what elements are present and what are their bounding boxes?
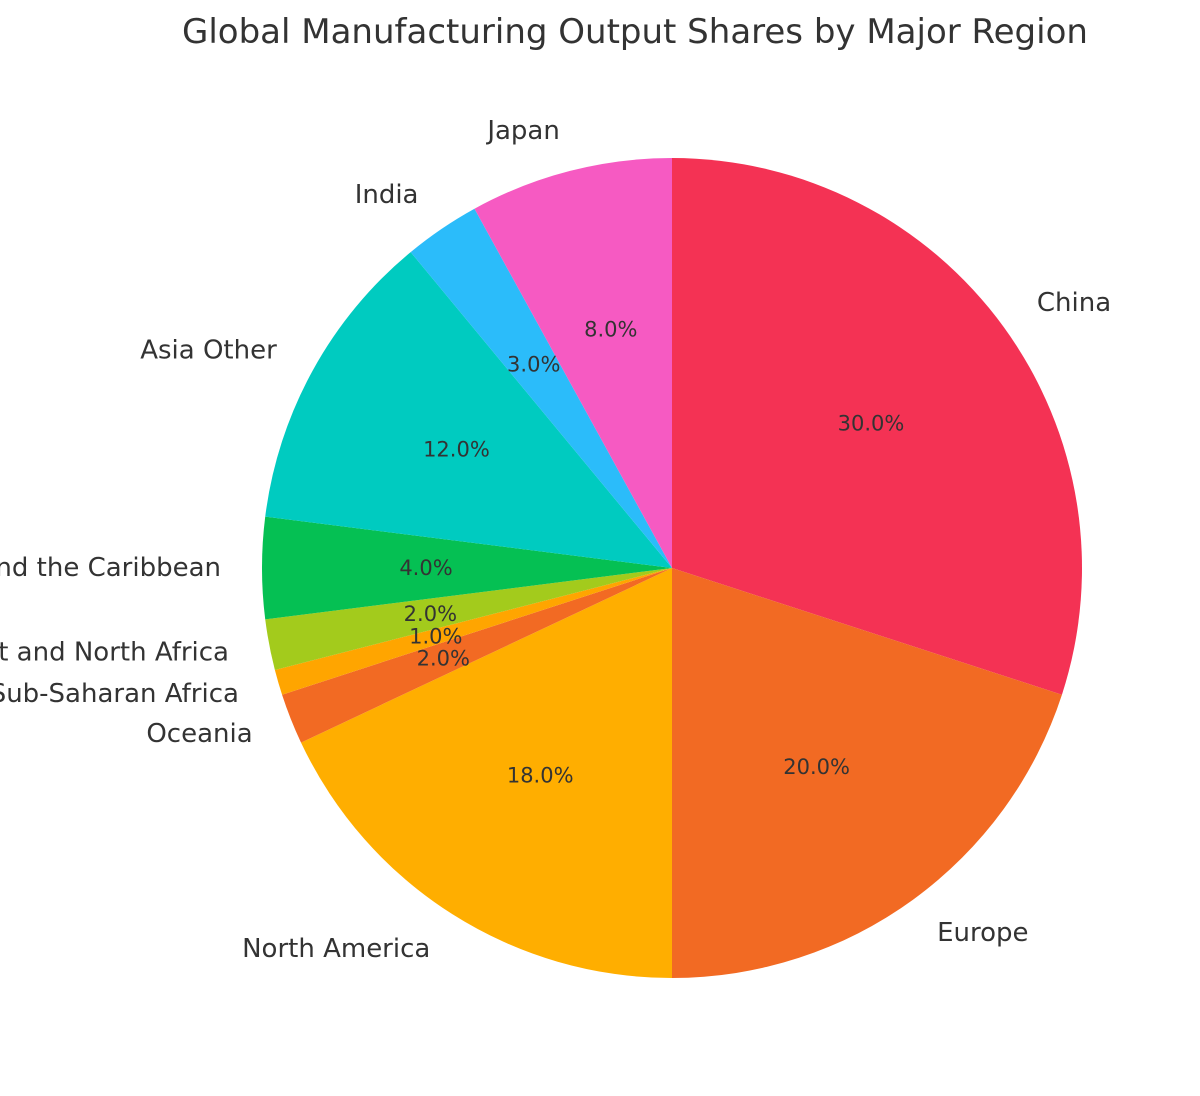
percent-label-india: 3.0%	[507, 353, 560, 377]
slice-label-latin-america-and-the-caribbean: Latin America and the Caribbean	[0, 553, 221, 583]
pie-slice-oceania	[282, 568, 672, 743]
percent-label-asia-other: 12.0%	[423, 437, 490, 461]
percent-label-china: 30.0%	[838, 411, 905, 435]
percent-labels: 30.0% 20.0% 18.0% 2.0%1.0%2.0% 4.0% 12.0% 3.0%…	[399, 318, 904, 788]
slice-label-china: China	[1037, 288, 1111, 318]
slice-label-north-america: North America	[242, 934, 430, 964]
pie-slice-japan	[474, 158, 672, 568]
pie-slice-asia-other	[265, 252, 672, 568]
pie-slice-north-america	[301, 568, 672, 978]
percent-label-north-america: 18.0%	[507, 764, 574, 788]
percent-label-oceania: 2.0%	[417, 647, 470, 671]
slice-label-middle-east-and-north-africa: Middle East and North Africa	[0, 638, 229, 668]
pie-slices	[261, 158, 1082, 979]
slice-label-india: India	[355, 180, 419, 210]
slice-label-asia-other: Asia Other	[140, 336, 277, 366]
pie-slice-china	[672, 158, 1082, 695]
slice-label-sub-saharan-africa: Sub-Saharan Africa	[0, 679, 239, 709]
percent-label-middle-east-and-north-africa: 2.0%	[404, 602, 457, 626]
pie-slice-latin-america-and-the-caribbean	[261, 516, 672, 620]
chart-title: Global Manufacturing Output Shares by Ma…	[182, 12, 1088, 52]
slice-label-europe: Europe	[937, 918, 1028, 948]
slice-labels: China Europe North America Oceania Sub-Sahar…	[0, 116, 1111, 964]
slice-label-oceania: Oceania	[146, 719, 252, 749]
pie-slice-europe	[672, 568, 1062, 979]
pie-slice-india	[410, 208, 672, 568]
percent-label-sub-saharan-africa: 1.0%	[409, 625, 462, 649]
pie-slice-sub-saharan-africa	[274, 568, 672, 695]
slice-label-japan: Japan	[485, 116, 560, 146]
pie-slice-middle-east-and-north-africa	[265, 568, 672, 670]
percent-label-latin-america-and-the-caribbean: 4.0%	[399, 556, 452, 580]
percent-label-japan: 8.0%	[584, 318, 637, 342]
percent-label-europe: 20.0%	[783, 755, 850, 779]
